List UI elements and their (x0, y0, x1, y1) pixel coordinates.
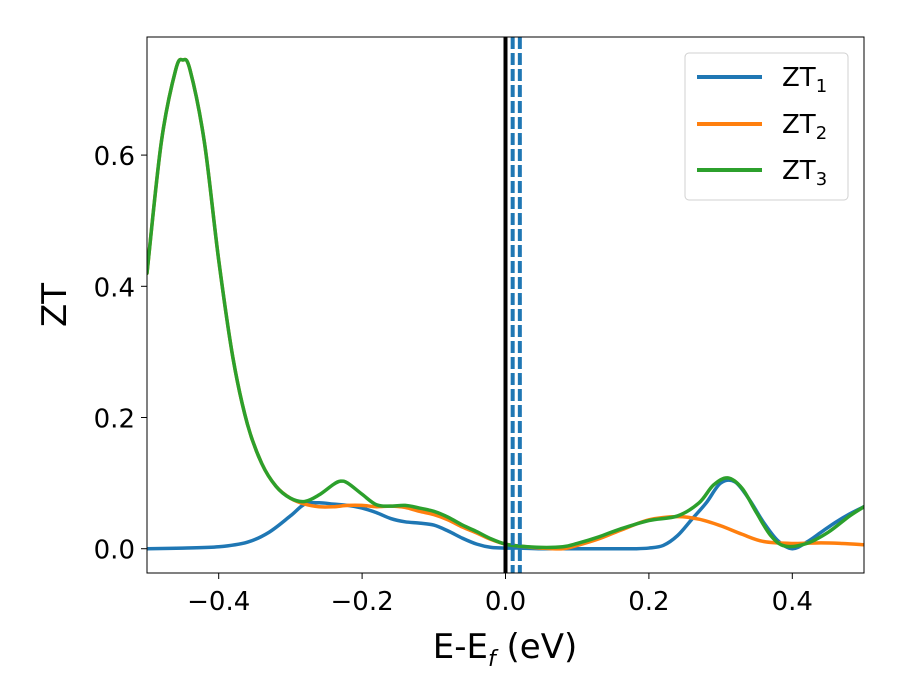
x-axis-label: E-Ef (eV) (433, 627, 578, 672)
x-axis-label-main: E-E (433, 627, 488, 667)
y-tick-label: 0.2 (94, 405, 135, 435)
x-axis-label-unit: (eV) (496, 627, 578, 667)
y-axis-label: ZT (35, 283, 75, 327)
legend-label-zt1-sub: 1 (816, 76, 827, 97)
vertical-lines (503, 37, 522, 573)
y-tick-label: 0.0 (94, 536, 135, 566)
legend-label-zt2-sub: 2 (816, 123, 827, 144)
legend-label-zt3-main: ZT (782, 156, 816, 186)
y-axis-ticks: 0.0 0.2 0.4 0.6 (94, 142, 147, 566)
x-axis-ticks: −0.4 −0.2 0.0 0.2 0.4 (187, 573, 813, 617)
x-tick-label: −0.2 (331, 587, 394, 617)
legend-label-zt3: ZT3 (782, 156, 827, 190)
y-tick-label: 0.4 (94, 273, 135, 303)
x-tick-label: −0.4 (187, 587, 250, 617)
series-line-zt3 (147, 57, 864, 550)
legend-label-zt2-main: ZT (782, 110, 816, 140)
legend-box (684, 52, 849, 201)
legend-label-zt1-main: ZT (782, 63, 816, 93)
x-tick-label: 0.4 (772, 587, 813, 617)
legend: ZT1 ZT2 ZT3 (684, 52, 849, 201)
plot-lines (147, 57, 864, 551)
x-tick-label: 0.2 (628, 587, 669, 617)
legend-label-zt1: ZT1 (782, 63, 827, 97)
x-tick-label: 0.0 (485, 587, 526, 617)
x-axis-label-sub: f (488, 647, 499, 672)
y-tick-label: 0.6 (94, 142, 135, 172)
legend-label-zt2: ZT2 (782, 110, 827, 144)
legend-label-zt3-sub: 3 (816, 169, 827, 190)
